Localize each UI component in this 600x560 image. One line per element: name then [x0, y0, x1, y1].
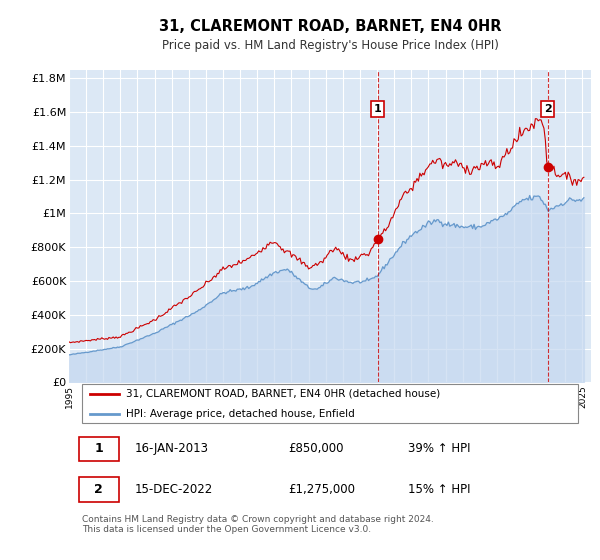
- Bar: [79, 477, 119, 502]
- Bar: [79, 437, 119, 461]
- Text: 1: 1: [94, 442, 103, 455]
- Text: Contains HM Land Registry data © Crown copyright and database right 2024.
This d: Contains HM Land Registry data © Crown c…: [82, 515, 434, 534]
- Text: 2: 2: [544, 104, 551, 114]
- Text: 15-DEC-2022: 15-DEC-2022: [134, 483, 212, 496]
- Text: HPI: Average price, detached house, Enfield: HPI: Average price, detached house, Enfi…: [127, 409, 355, 418]
- Text: 2: 2: [94, 483, 103, 496]
- Text: 39% ↑ HPI: 39% ↑ HPI: [409, 442, 471, 455]
- Text: 15% ↑ HPI: 15% ↑ HPI: [409, 483, 471, 496]
- Text: 1: 1: [374, 104, 382, 114]
- Text: 16-JAN-2013: 16-JAN-2013: [134, 442, 208, 455]
- Text: £1,275,000: £1,275,000: [288, 483, 355, 496]
- Text: Price paid vs. HM Land Registry's House Price Index (HPI): Price paid vs. HM Land Registry's House …: [161, 39, 499, 53]
- Text: 31, CLAREMONT ROAD, BARNET, EN4 0HR: 31, CLAREMONT ROAD, BARNET, EN4 0HR: [159, 20, 501, 34]
- Text: £850,000: £850,000: [288, 442, 344, 455]
- Text: 31, CLAREMONT ROAD, BARNET, EN4 0HR (detached house): 31, CLAREMONT ROAD, BARNET, EN4 0HR (det…: [127, 389, 440, 399]
